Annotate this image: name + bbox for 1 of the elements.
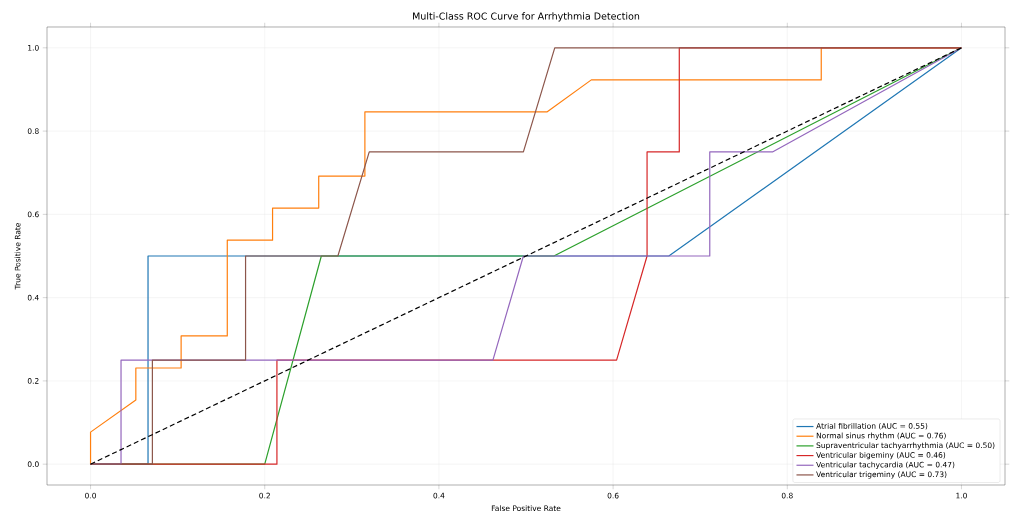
chart-title: Multi-Class ROC Curve for Arrhythmia Detection [413, 12, 640, 22]
